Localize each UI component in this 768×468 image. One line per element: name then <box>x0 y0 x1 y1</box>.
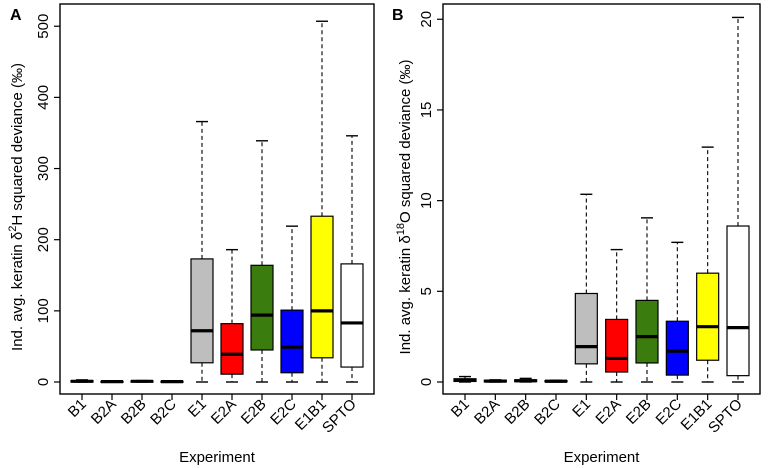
box-b2c <box>160 380 184 384</box>
x-tick-label: B2C <box>531 396 564 429</box>
box-e2c <box>280 225 304 383</box>
plot-frame <box>59 3 375 395</box>
box-spto <box>726 16 750 383</box>
box-e1 <box>190 120 214 383</box>
iqr-box <box>190 258 214 364</box>
x-tick-label: SPTO <box>319 396 360 437</box>
box-b2c <box>544 379 568 383</box>
x-tick-label: E2A <box>592 396 624 428</box>
x-axis-title: Experiment <box>179 449 256 466</box>
y-tick-label: 0 <box>35 378 52 386</box>
x-tick-label: B2B <box>501 396 533 428</box>
box-e2a <box>605 248 629 383</box>
x-tick-label: B1 <box>65 396 90 421</box>
x-tick-label: E2A <box>208 396 240 428</box>
box-b1 <box>453 375 477 383</box>
box-b1 <box>70 379 94 383</box>
y-tick-label: 500 <box>35 14 52 39</box>
x-tick-label: E2B <box>238 396 270 428</box>
box-b2b <box>514 377 538 383</box>
iqr-box <box>340 263 364 368</box>
y-axis-title: Ind. avg. keratin δ2H squared deviance (… <box>7 63 26 351</box>
iqr-box <box>726 225 750 377</box>
box-e1 <box>574 193 598 383</box>
box-b2a <box>483 379 507 383</box>
box-spto <box>340 135 364 383</box>
x-tick-label: B2C <box>147 396 180 429</box>
box-e1b1 <box>696 146 720 383</box>
iqr-box <box>605 318 629 373</box>
y-tick-label: 400 <box>35 85 52 110</box>
x-tick-label: B2B <box>118 396 150 428</box>
panel-label: B <box>392 7 404 24</box>
x-tick-label: E1 <box>185 396 210 421</box>
y-tick-label: 10 <box>418 192 435 209</box>
x-tick-label: B1 <box>448 396 473 421</box>
y-tick-label: 100 <box>35 298 52 323</box>
y-axis-title: Ind. avg. keratin δ18O squared deviance … <box>395 60 414 355</box>
iqr-box <box>665 320 689 376</box>
x-axis-title: Experiment <box>564 449 641 466</box>
panel-label: A <box>10 7 22 24</box>
box-e1b1 <box>310 20 334 383</box>
box-e2b <box>250 140 274 383</box>
x-tick-label: SPTO <box>705 396 746 437</box>
iqr-box <box>574 292 598 365</box>
iqr-box <box>280 309 304 374</box>
x-tick-label: B2A <box>88 396 120 428</box>
y-tick-label: 15 <box>418 102 435 119</box>
plot-frame <box>442 3 761 395</box>
x-tick-label: E1 <box>569 396 594 421</box>
x-tick-label: E2B <box>623 396 655 428</box>
y-tick-label: 200 <box>35 227 52 252</box>
box-e2a <box>220 248 244 383</box>
iqr-box <box>220 323 244 375</box>
y-tick-label: 300 <box>35 156 52 181</box>
iqr-box <box>250 264 274 351</box>
y-tick-label: 20 <box>418 11 435 28</box>
box-e2b <box>635 217 659 383</box>
y-tick-label: 0 <box>418 378 435 386</box>
box-e2c <box>665 241 689 383</box>
box-b2b <box>130 379 154 383</box>
box-b2a <box>100 380 124 384</box>
iqr-box <box>310 215 334 359</box>
iqr-box <box>696 272 720 361</box>
y-tick-label: 5 <box>418 287 435 295</box>
iqr-box <box>635 299 659 364</box>
x-tick-label: B2A <box>471 396 503 428</box>
